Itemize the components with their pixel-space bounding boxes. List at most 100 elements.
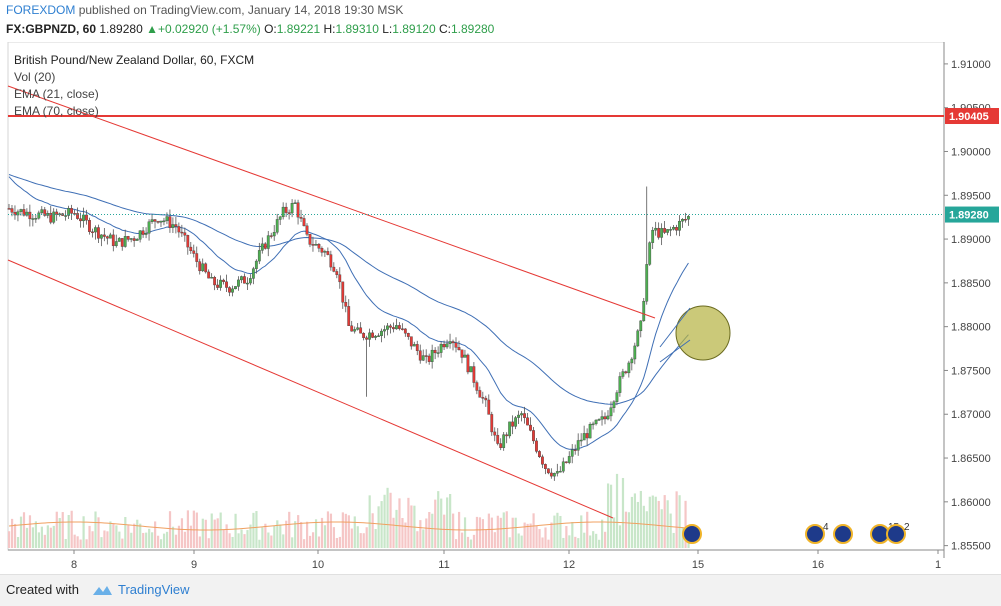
candle-body [105,236,109,239]
candle-body [31,218,35,220]
candle-body [52,211,56,223]
candle-body [377,335,380,337]
tradingview-cloud-icon[interactable] [90,581,114,599]
candle-body [150,219,154,222]
candle-body [463,354,467,358]
candle-body [609,407,613,417]
volume-bar [580,515,583,548]
volume-bar [499,517,502,548]
candle-body [28,211,32,220]
chart-area[interactable]: 1.910001.905001.900001.895001.890001.885… [0,42,1001,572]
candle-body [505,434,509,437]
volume-bar [165,531,169,548]
candle-body [99,234,103,239]
volume-bar [431,513,434,548]
candle-body [627,362,631,374]
volume-bar [428,511,431,548]
volume-ma-line [8,521,689,531]
volume-bar [130,532,133,548]
volume-bar [52,525,55,548]
volume-bar [395,509,398,548]
legend-item-ema70[interactable]: EMA (70, close) [14,104,99,118]
candle-body [189,246,193,252]
volume-bar [294,521,297,548]
volume-bar [645,511,648,548]
volume-bar [452,513,455,548]
candle-body [204,263,208,273]
volume-bar [261,527,264,548]
candle-body [687,216,690,220]
volume-bar [523,522,526,548]
volume-bar [472,534,476,548]
resistance-level-label: 1.90405 [949,111,989,123]
candle-body [639,320,643,332]
candle-body [549,472,553,477]
volume-bar [49,527,52,548]
candle-body [427,355,431,362]
symbol-label[interactable]: FX:GBPNZD, 60 [6,22,97,36]
x-tick-label: 12 [563,559,575,571]
candle-body [144,233,148,235]
volume-bar [219,512,222,548]
candle-body [248,278,252,284]
y-tick-label: 1.86500 [951,453,991,465]
candle-body [117,238,121,242]
volume-bar [669,513,672,548]
legend-item-ema21[interactable]: EMA (21, close) [14,87,99,101]
candle-body [147,221,151,234]
candle-body [451,341,455,344]
volume-bar [621,477,625,548]
volume-bar [496,515,499,548]
volume-bar [359,533,362,548]
x-tick-label: 10 [312,559,324,571]
candle-body [243,276,246,284]
volume-bar [463,517,467,548]
candle-body [585,433,589,439]
event-count: 4 [823,522,829,533]
candle-body [222,279,225,282]
volume-bar [76,536,79,548]
candle-body [88,220,91,232]
candle-body [49,213,53,223]
volume-bar [228,533,231,548]
y-tick-label: 1.85500 [951,541,991,553]
volume-bar [55,511,58,548]
candle-body [469,366,473,373]
candle-body [409,336,413,347]
volume-bar [630,496,634,548]
candle-body [532,430,535,442]
candle-body [511,421,515,427]
candle-body [415,344,419,351]
candle-body [529,424,532,431]
volume-bar [404,522,407,548]
close-label: C: [438,22,451,36]
price-chart[interactable]: 1.910001.905001.900001.895001.890001.885… [0,42,1001,572]
created-with-text: Created with [6,582,79,597]
volume-bar [201,518,204,548]
candle-body [383,329,386,332]
volume-bar [642,505,645,548]
volume-bar [341,512,344,548]
volume-bar [255,511,258,548]
volume-bar [139,523,142,548]
volume-bar [335,537,338,548]
candle-body [430,349,434,362]
tradingview-link[interactable]: TradingView [118,582,190,597]
y-tick-label: 1.87500 [951,365,991,377]
volume-bar [97,517,100,548]
candle-body [195,253,199,262]
author-name[interactable]: FOREXDOM [6,3,76,17]
volume-bar [16,537,20,548]
volume-bar [142,532,145,548]
candle-body [213,277,217,286]
candle-body [111,234,115,247]
volume-bar [25,527,29,548]
legend-item-volume[interactable]: Vol (20) [14,70,56,84]
volume-bar [544,527,547,548]
volume-bar [365,527,368,548]
last-price: 1.89280 [99,22,143,36]
volume-bar [407,497,410,548]
high-value: 1.89310 [335,22,379,36]
volume-bar [675,491,678,548]
candle-body [484,397,488,401]
